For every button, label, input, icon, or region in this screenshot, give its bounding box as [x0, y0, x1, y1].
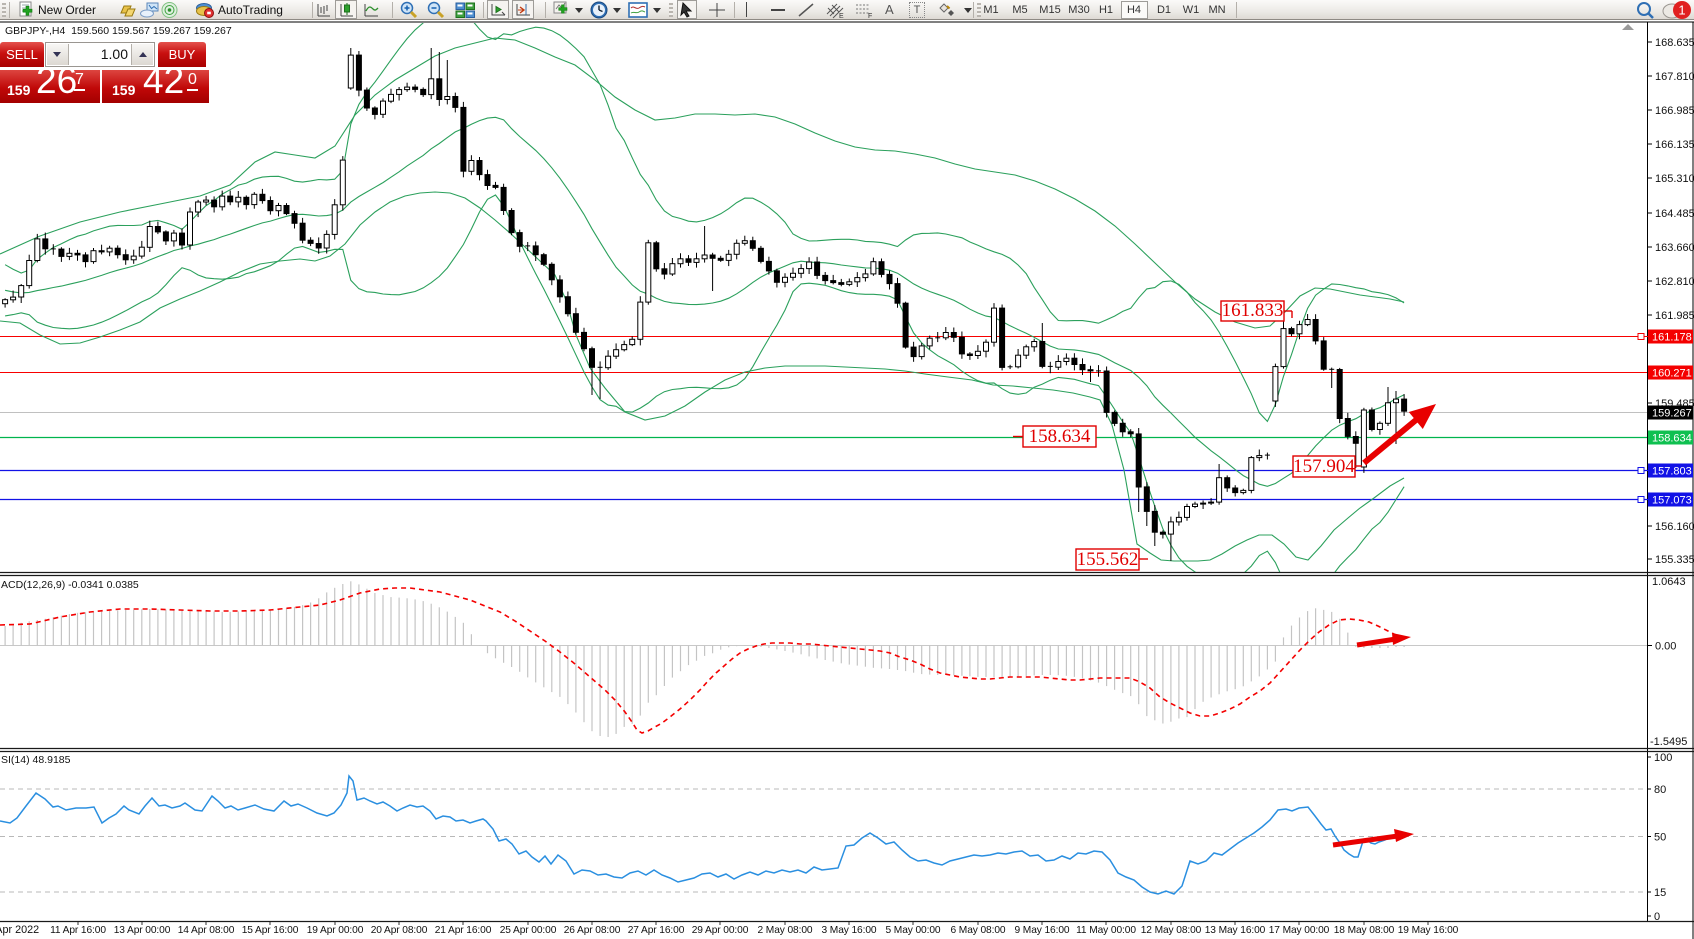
svg-text:14 Apr 08:00: 14 Apr 08:00 [178, 925, 235, 936]
svg-text:SI(14) 48.9185: SI(14) 48.9185 [1, 754, 71, 766]
svg-text:27 Apr 16:00: 27 Apr 16:00 [628, 925, 685, 936]
svg-text:21 Apr 16:00: 21 Apr 16:00 [435, 925, 492, 936]
svg-text:0: 0 [1654, 911, 1660, 923]
svg-text:160.271: 160.271 [1652, 368, 1692, 380]
svg-text:166.985: 166.985 [1655, 105, 1694, 117]
svg-text:ACD(12,26,9) -0.0341 0.0385: ACD(12,26,9) -0.0341 0.0385 [1, 579, 139, 591]
svg-text:163.660: 163.660 [1655, 242, 1694, 254]
svg-text:15: 15 [1654, 887, 1666, 899]
svg-text:2 May 08:00: 2 May 08:00 [758, 925, 813, 936]
svg-text:F: F [868, 13, 872, 19]
svg-text:168.635: 168.635 [1655, 37, 1694, 49]
svg-text:164.485: 164.485 [1655, 208, 1694, 220]
svg-text:9 May 16:00: 9 May 16:00 [1015, 925, 1070, 936]
svg-text:161.833: 161.833 [1222, 300, 1284, 321]
svg-text:100: 100 [1654, 752, 1672, 764]
svg-text:20 Apr 08:00: 20 Apr 08:00 [371, 925, 428, 936]
svg-text:1.0643: 1.0643 [1652, 576, 1686, 588]
svg-text:0.00: 0.00 [1655, 641, 1676, 653]
svg-text:157.073: 157.073 [1652, 495, 1692, 507]
svg-text:1: 1 [1678, 3, 1685, 18]
svg-text:165.310: 165.310 [1655, 173, 1694, 185]
svg-text:157.904: 157.904 [1293, 456, 1355, 477]
svg-text:158.634: 158.634 [1029, 426, 1091, 447]
svg-text:29 Apr 00:00: 29 Apr 00:00 [692, 925, 749, 936]
svg-text:-1.5495: -1.5495 [1650, 736, 1687, 748]
svg-text:11 May 00:00: 11 May 00:00 [1076, 925, 1136, 936]
svg-text:11 Apr 16:00: 11 Apr 16:00 [50, 925, 106, 936]
svg-text:19 May 16:00: 19 May 16:00 [1398, 925, 1459, 936]
svg-text:167.810: 167.810 [1655, 71, 1694, 83]
svg-text:156.160: 156.160 [1655, 521, 1694, 533]
svg-text:13 May 16:00: 13 May 16:00 [1205, 925, 1266, 936]
svg-text:GBPJPY-,H4 159.560 159.567 15: GBPJPY-,H4 159.560 159.567 159.267 159.2… [5, 25, 232, 37]
svg-text:8 Apr 2022: 8 Apr 2022 [0, 924, 39, 936]
svg-text:E: E [839, 13, 844, 19]
svg-text:17 May 00:00: 17 May 00:00 [1269, 925, 1330, 936]
svg-text:3 May 16:00: 3 May 16:00 [822, 925, 877, 936]
svg-text:155.562: 155.562 [1077, 549, 1139, 570]
svg-text:19 Apr 00:00: 19 Apr 00:00 [307, 925, 364, 936]
svg-text:18 May 08:00: 18 May 08:00 [1334, 925, 1395, 936]
svg-text:26 Apr 08:00: 26 Apr 08:00 [564, 925, 621, 936]
svg-text:162.810: 162.810 [1655, 276, 1694, 288]
svg-text:155.335: 155.335 [1655, 554, 1694, 566]
svg-text:15 Apr 16:00: 15 Apr 16:00 [242, 925, 299, 936]
svg-text:13 Apr 00:00: 13 Apr 00:00 [114, 925, 171, 936]
svg-text:161.985: 161.985 [1655, 310, 1694, 322]
svg-text:166.135: 166.135 [1655, 139, 1694, 151]
svg-text:159.267: 159.267 [1652, 408, 1692, 420]
svg-text:25 Apr 00:00: 25 Apr 00:00 [500, 925, 557, 936]
svg-text:158.634: 158.634 [1652, 433, 1692, 445]
svg-text:6 May 08:00: 6 May 08:00 [951, 925, 1006, 936]
svg-text:157.803: 157.803 [1652, 466, 1692, 478]
svg-text:161.178: 161.178 [1652, 332, 1692, 344]
svg-text:80: 80 [1654, 784, 1666, 796]
svg-text:50: 50 [1654, 832, 1666, 844]
svg-text:5 May 00:00: 5 May 00:00 [886, 925, 941, 936]
svg-text:12 May 08:00: 12 May 08:00 [1141, 925, 1202, 936]
